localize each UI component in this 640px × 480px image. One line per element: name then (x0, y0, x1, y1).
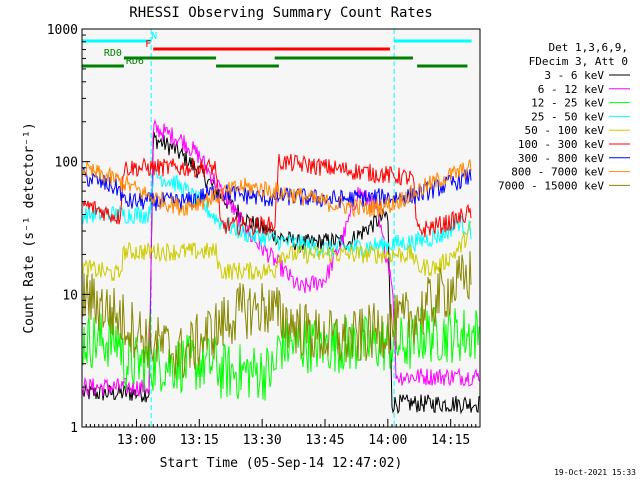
night-layer (150, 29, 395, 427)
plot-frame (81, 28, 481, 428)
series-line-9 (82, 251, 472, 379)
y-tick-label: 10 (62, 288, 78, 303)
series-line-8 (82, 159, 472, 218)
x-tick-label: 13:15 (180, 433, 219, 448)
legend-label-8: 800 - 7000 keV (511, 166, 604, 179)
series-line-6 (82, 153, 472, 238)
axes-layer: 13:00 13:15 13:30 13:45 14:00 14:15 1 10 100 1000 (47, 23, 477, 448)
x-tick-label: 14:00 (368, 433, 407, 448)
plot-background (82, 29, 480, 427)
timestamp: 19-Oct-2021 15:33 (554, 468, 636, 477)
x-tick-label: 13:30 (243, 433, 282, 448)
legend-label-5: 50 - 100 keV (525, 124, 605, 137)
x-tick-label: 14:15 (431, 433, 470, 448)
y-tick-label: 1000 (47, 23, 78, 38)
series-layer (82, 118, 480, 415)
y-axis-label: Count Rate (s⁻¹ detector⁻¹) (22, 122, 37, 333)
legend-label-1: 3 - 6 keV (544, 69, 604, 82)
y-tick-label: 100 (55, 156, 78, 171)
flag-label-rd6: RD6 (126, 56, 144, 67)
legend-header-line-2: FDecim 3, Att 0 (529, 55, 628, 68)
legend-label-4: 25 - 50 keV (531, 110, 604, 123)
x-axis-label: Start Time (05-Sep-14 12:47:02) (160, 456, 403, 471)
x-tick-label: 13:45 (305, 433, 344, 448)
series-line-1 (82, 132, 480, 415)
series-line-5 (82, 220, 472, 281)
chart-title: RHESSI Observing Summary Count Rates (129, 5, 432, 21)
x-tick-label: 13:00 (117, 433, 156, 448)
legend-label-7: 300 - 800 keV (518, 152, 604, 165)
flag-label-n: N (151, 31, 157, 42)
legend-label-3: 12 - 25 keV (531, 97, 604, 110)
flags-layer: NF RD0 RD6 (82, 31, 472, 68)
legend-label-6: 100 - 300 keV (518, 138, 604, 151)
series-line-4 (82, 165, 472, 257)
series-line-2 (82, 118, 480, 397)
y-tick-label: 1 (70, 421, 78, 436)
flag-label-rd0: RD0 (104, 48, 122, 59)
flag-label-f: F (145, 39, 151, 50)
legend-label-2: 6 - 12 keV (538, 83, 605, 96)
legend-header-line-1: Det 1,3,6,9, (549, 41, 628, 54)
legend-label-9: 7000 - 15000 keV (498, 179, 604, 192)
